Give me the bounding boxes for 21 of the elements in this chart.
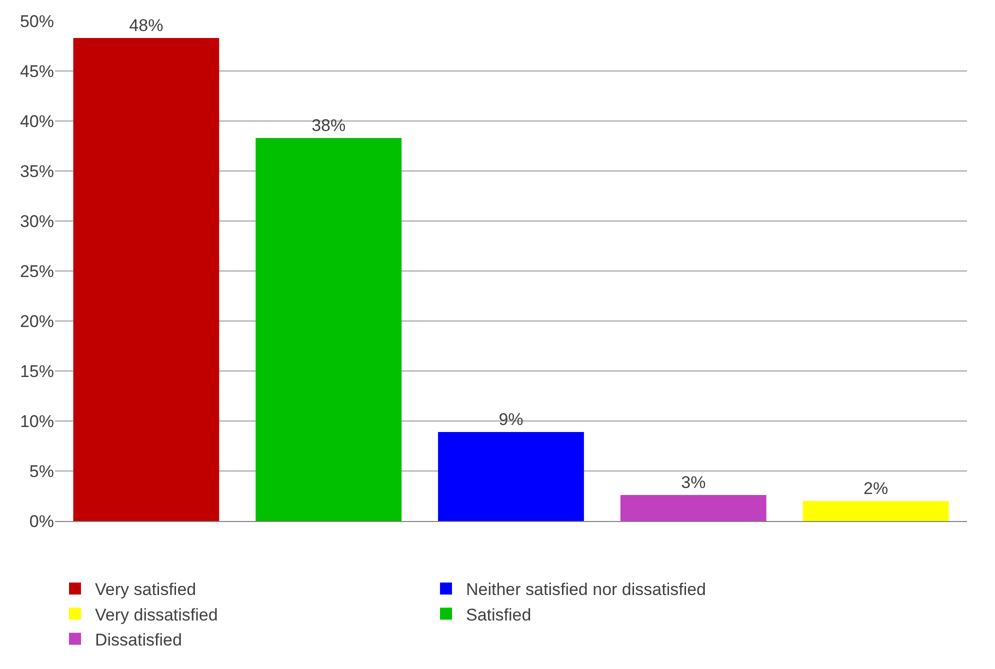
- legend-label: Very satisfied: [95, 580, 196, 600]
- data-label: 48%: [129, 16, 164, 35]
- y-tick-label: 0%: [29, 512, 54, 531]
- data-label: 9%: [498, 410, 524, 429]
- legend-label: Neither satisfied nor dissatisfied: [466, 580, 706, 600]
- legend-label: Very dissatisfied: [95, 605, 218, 624]
- y-tick-label: 5%: [29, 462, 54, 481]
- y-tick-label: 45%: [20, 62, 54, 81]
- y-tick-label: 25%: [20, 262, 54, 281]
- y-tick-label: 50%: [20, 12, 54, 31]
- y-tick-label: 40%: [20, 112, 54, 131]
- legend-label: Satisfied: [466, 605, 532, 624]
- y-tick-label: 35%: [20, 162, 54, 181]
- y-tick-label: 30%: [20, 212, 54, 231]
- y-tick-label: 15%: [20, 362, 54, 381]
- data-label: 3%: [681, 473, 706, 492]
- y-tick-label: 20%: [20, 312, 54, 331]
- data-label: 2%: [864, 479, 888, 498]
- y-tick-label: 10%: [20, 412, 54, 431]
- legend-label: Dissatisfied: [95, 630, 182, 650]
- data-label: 38%: [312, 116, 346, 135]
